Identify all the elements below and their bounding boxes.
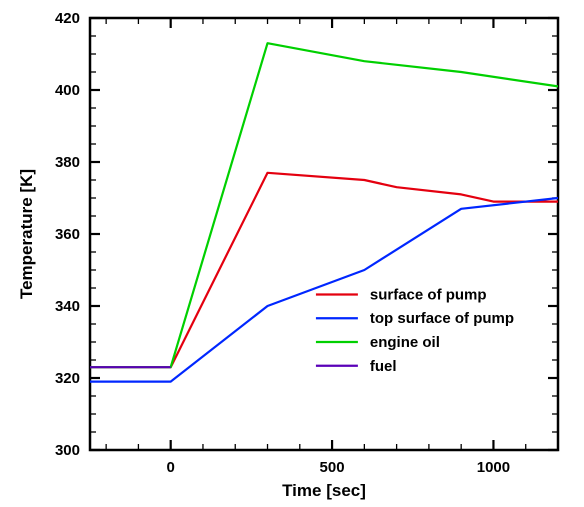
temperature-chart: 0 500 1000 300 320 340 360 380 400 420 surface of … <box>0 0 584 507</box>
legend-label-3: fuel <box>370 358 397 375</box>
y-tick-label: 400 <box>55 82 80 99</box>
x-tick-label: 500 <box>320 459 345 476</box>
y-axis-label: Temperature [K] <box>17 169 36 299</box>
x-axis-label: Time [sec] <box>282 481 366 500</box>
y-tick-label: 340 <box>55 298 80 315</box>
chart-svg: 0 500 1000 300 320 340 360 380 400 420 surface of … <box>0 0 584 507</box>
x-tick-label: 1000 <box>477 459 510 476</box>
legend-label-0: surface of pump <box>370 286 487 303</box>
x-tick-label: 0 <box>167 459 175 476</box>
legend-label-2: engine oil <box>370 334 440 351</box>
legend-label-1: top surface of pump <box>370 310 514 327</box>
y-tick-label: 320 <box>55 370 80 387</box>
y-tick-label: 300 <box>55 442 80 459</box>
y-tick-label: 420 <box>55 10 80 27</box>
chart-bg <box>0 0 584 507</box>
y-tick-label: 360 <box>55 226 80 243</box>
y-tick-label: 380 <box>55 154 80 171</box>
